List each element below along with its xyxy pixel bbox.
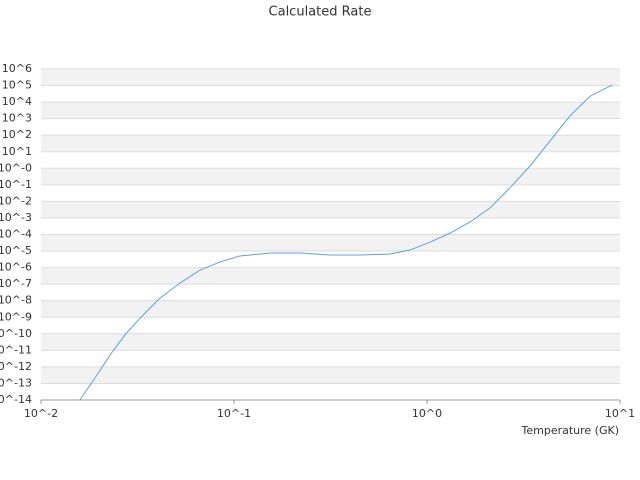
grid-band — [41, 102, 620, 119]
y-tick-label: 10^-12 — [0, 360, 32, 373]
y-tick-label: 10^-14 — [0, 393, 32, 406]
y-tick-label: 10^5 — [2, 79, 32, 92]
x-tick-label: 10^-2 — [24, 407, 58, 420]
y-tick-label: 10^-13 — [0, 376, 32, 389]
grid-band — [41, 366, 620, 384]
grid-band — [41, 267, 620, 285]
x-tick-label: 10^1 — [605, 407, 635, 420]
data-line — [79, 84, 613, 401]
y-tick-label: 10^6 — [2, 62, 32, 75]
x-tick-label: 10^0 — [412, 407, 442, 420]
y-tick-label: 10^-3 — [0, 211, 32, 224]
grid-band — [41, 168, 620, 185]
grid-band — [41, 234, 620, 252]
y-tick-label: 10^-6 — [0, 261, 32, 274]
grid-band — [41, 201, 620, 218]
chart-title: Calculated Rate — [269, 5, 372, 20]
y-tick-label: 10^1 — [2, 145, 32, 158]
grid-band — [41, 135, 620, 152]
y-tick-label: 10^-7 — [0, 277, 32, 290]
y-tick-label: 10^-10 — [0, 327, 32, 340]
grid-band — [41, 333, 620, 351]
y-tick-label: 10^2 — [2, 128, 32, 141]
y-tick-label: 10^-2 — [0, 194, 32, 207]
y-tick-label: 10^-8 — [0, 294, 32, 307]
y-tick-label: 10^-4 — [0, 228, 32, 241]
x-axis-label: Temperature (GK) — [521, 424, 620, 437]
x-tick-label: 10^-1 — [217, 407, 251, 420]
y-tick-label: 10^-0 — [0, 161, 32, 174]
grid-band — [41, 69, 620, 86]
y-tick-label: 10^-1 — [0, 178, 32, 191]
y-tick-label: 10^-11 — [0, 343, 32, 356]
y-tick-label: 10^4 — [2, 95, 32, 108]
y-tick-label: 10^3 — [2, 112, 32, 125]
y-tick-label: 10^-5 — [0, 244, 32, 257]
y-tick-label: 10^-9 — [0, 310, 32, 323]
grid-band — [41, 300, 620, 318]
